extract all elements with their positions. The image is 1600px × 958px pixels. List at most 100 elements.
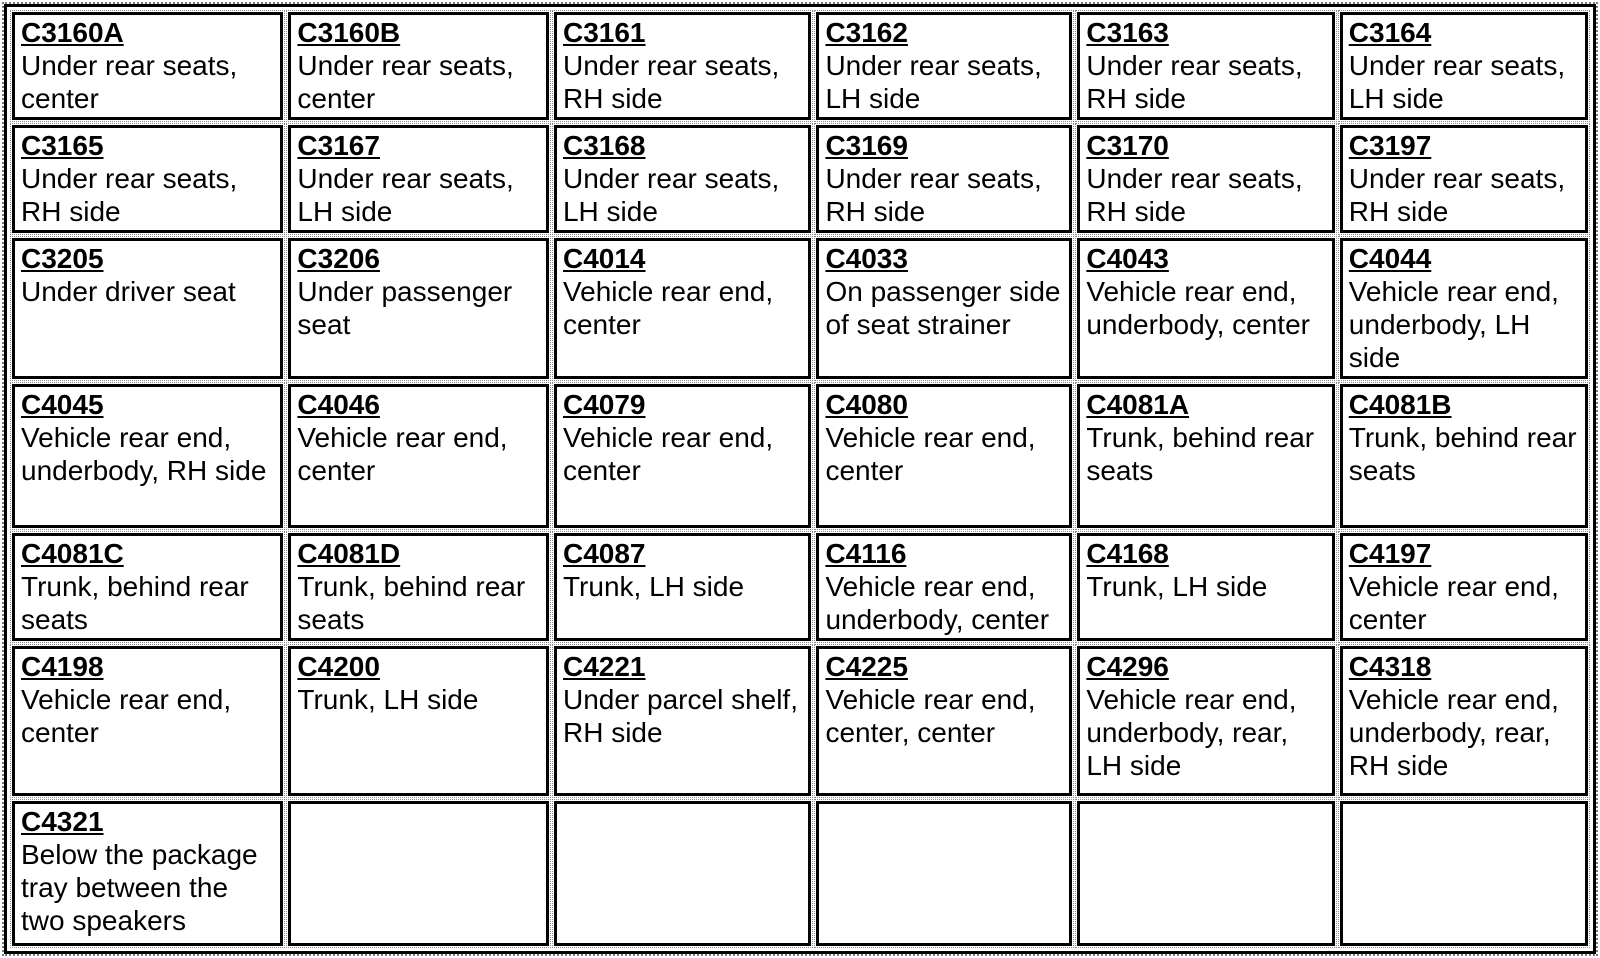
connector-cell: C3163 Under rear seats, RH side <box>1075 10 1337 122</box>
connector-location-text: Vehicle rear end, underbody, center <box>825 571 1050 635</box>
connector-code-link[interactable]: C4014 <box>562 243 646 274</box>
connector-cell: C4168 Trunk, LH side <box>1075 531 1337 643</box>
connector-location-text: Vehicle rear end, underbody, LH side <box>1348 276 1559 373</box>
connector-cell: C4318 Vehicle rear end, underbody, rear, … <box>1337 644 1591 798</box>
connector-code-link[interactable]: C4225 <box>825 651 908 682</box>
connector-cell: C4080 Vehicle rear end, center <box>814 382 1075 530</box>
connector-cell: C4043 Vehicle rear end, underbody, center <box>1075 236 1337 381</box>
connector-code-link[interactable]: C4200 <box>297 651 380 682</box>
connector-location-table: C3160A Under rear seats, center C3160B Unde… <box>7 7 1593 951</box>
connector-location-text: Under driver seat <box>21 276 236 307</box>
connector-code-link[interactable]: C3160B <box>297 17 401 48</box>
connector-code-link[interactable]: C4321 <box>21 806 104 837</box>
connector-cell: C4044 Vehicle rear end, underbody, LH sid… <box>1337 236 1591 381</box>
connector-cell: C3165 Under rear seats, RH side <box>9 123 286 235</box>
connector-code-link[interactable]: C4045 <box>21 389 104 420</box>
connector-cell: C4033 On passenger side of seat strainer <box>814 236 1075 381</box>
connector-location-text: Below the package tray between the two s… <box>21 839 258 936</box>
connector-cell: C4081A Trunk, behind rear seats <box>1075 382 1337 530</box>
connector-cell: C3206 Under passenger seat <box>286 236 551 381</box>
connector-code-link[interactable]: C3206 <box>297 243 380 274</box>
connector-cell-empty <box>814 799 1075 948</box>
connector-code-link[interactable]: C3169 <box>825 130 908 161</box>
connector-location-text: Under parcel shelf, RH side <box>562 684 798 748</box>
connector-code-link[interactable]: C4046 <box>297 389 380 420</box>
table-row: C3160A Under rear seats, center C3160B Unde… <box>9 10 1591 122</box>
connector-location-text: Trunk, LH side <box>1086 571 1268 602</box>
connector-location-text: Trunk, LH side <box>297 684 479 715</box>
connector-location-text: Under rear seats, LH side <box>825 50 1042 114</box>
connector-location-text: Vehicle rear end, center <box>562 422 774 486</box>
connector-code-link[interactable]: C4198 <box>21 651 104 682</box>
table-row: C3205 Under driver seat C3206 Under passeng… <box>9 236 1591 381</box>
connector-cell: C4045 Vehicle rear end, underbody, RH sid… <box>9 382 286 530</box>
connector-code-link[interactable]: C4081C <box>21 538 124 569</box>
connector-code-link[interactable]: C4116 <box>825 538 907 569</box>
connector-code-link[interactable]: C4043 <box>1086 243 1169 274</box>
connector-cell: C3169 Under rear seats, RH side <box>814 123 1075 235</box>
connector-location-text: Under rear seats, LH side <box>297 163 514 227</box>
connector-location-text: Under rear seats, RH side <box>825 163 1042 227</box>
connector-code-link[interactable]: C4079 <box>562 389 646 420</box>
connector-code-link[interactable]: C3167 <box>297 130 380 161</box>
connector-code-link[interactable]: C3170 <box>1086 130 1169 161</box>
connector-code-link[interactable]: C3163 <box>1086 17 1169 48</box>
connector-cell: C4197 Vehicle rear end, center <box>1337 531 1591 643</box>
connector-code-link[interactable]: C4168 <box>1086 538 1169 569</box>
connector-location-text: Vehicle rear end, center <box>825 422 1036 486</box>
connector-cell: C4296 Vehicle rear end, underbody, rear, … <box>1075 644 1337 798</box>
connector-location-text: Under rear seats, center <box>21 50 238 114</box>
connector-code-link[interactable]: C3168 <box>562 130 646 161</box>
connector-location-text: Vehicle rear end, underbody, rear, LH si… <box>1086 684 1297 781</box>
connector-cell-empty <box>551 799 814 948</box>
connector-location-text: Under rear seats, RH side <box>1348 163 1566 227</box>
connector-location-text: Under rear seats, LH side <box>1348 50 1566 114</box>
connector-location-text: Vehicle rear end, underbody, RH side <box>21 422 267 486</box>
connector-code-link[interactable]: C4081B <box>1348 389 1452 420</box>
connector-code-link[interactable]: C4318 <box>1348 651 1432 682</box>
connector-cell: C3162 Under rear seats, LH side <box>814 10 1075 122</box>
connector-code-link[interactable]: C4221 <box>562 651 646 682</box>
connector-code-link[interactable]: C3161 <box>562 17 646 48</box>
connector-location-text: On passenger side of seat strainer <box>825 276 1061 340</box>
table-row: C4081C Trunk, behind rear seats C4081D Trun… <box>9 531 1591 643</box>
connector-code-link[interactable]: C4080 <box>825 389 908 420</box>
connector-code-link[interactable]: C4087 <box>562 538 646 569</box>
connector-location-text: Vehicle rear end, underbody, rear, RH si… <box>1348 684 1559 781</box>
connector-location-text: Under rear seats, center <box>297 50 514 114</box>
connector-code-link[interactable]: C3205 <box>21 243 104 274</box>
connector-cell: C3164 Under rear seats, LH side <box>1337 10 1591 122</box>
connector-code-link[interactable]: C4296 <box>1086 651 1169 682</box>
connector-code-link[interactable]: C3164 <box>1348 17 1432 48</box>
connector-location-text: Under rear seats, LH side <box>562 163 780 227</box>
connector-code-link[interactable]: C3165 <box>21 130 104 161</box>
connector-cell: C3167 Under rear seats, LH side <box>286 123 551 235</box>
connector-location-text: Vehicle rear end, center <box>21 684 232 748</box>
connector-code-link[interactable]: C3162 <box>825 17 908 48</box>
connector-table-body: C3160A Under rear seats, center C3160B Unde… <box>9 10 1591 948</box>
connector-location-text: Under rear seats, RH side <box>562 50 780 114</box>
connector-code-link[interactable]: C4081A <box>1086 389 1190 420</box>
connector-cell: C4221 Under parcel shelf, RH side <box>551 644 814 798</box>
table-row: C3165 Under rear seats, RH side C3167 Under… <box>9 123 1591 235</box>
connector-location-text: Trunk, behind rear seats <box>1348 422 1577 486</box>
connector-cell: C4079 Vehicle rear end, center <box>551 382 814 530</box>
connector-code-link[interactable]: C4197 <box>1348 538 1432 569</box>
connector-cell: C4198 Vehicle rear end, center <box>9 644 286 798</box>
connector-cell-empty <box>286 799 551 948</box>
connector-code-link[interactable]: C4044 <box>1348 243 1432 274</box>
connector-code-link[interactable]: C3197 <box>1348 130 1432 161</box>
connector-code-link[interactable]: C4033 <box>825 243 908 274</box>
connector-cell: C4081D Trunk, behind rear seats <box>286 531 551 643</box>
connector-cell-empty <box>1337 799 1591 948</box>
connector-code-link[interactable]: C3160A <box>21 17 124 48</box>
connector-cell: C3170 Under rear seats, RH side <box>1075 123 1337 235</box>
connector-cell: C4087 Trunk, LH side <box>551 531 814 643</box>
table-row: C4321 Below the package tray between the … <box>9 799 1591 948</box>
connector-code-link[interactable]: C4081D <box>297 538 401 569</box>
connector-cell: C3197 Under rear seats, RH side <box>1337 123 1591 235</box>
connector-location-text: Under passenger seat <box>297 276 513 340</box>
connector-cell: C4081B Trunk, behind rear seats <box>1337 382 1591 530</box>
connector-location-text: Vehicle rear end, center, center <box>825 684 1036 748</box>
